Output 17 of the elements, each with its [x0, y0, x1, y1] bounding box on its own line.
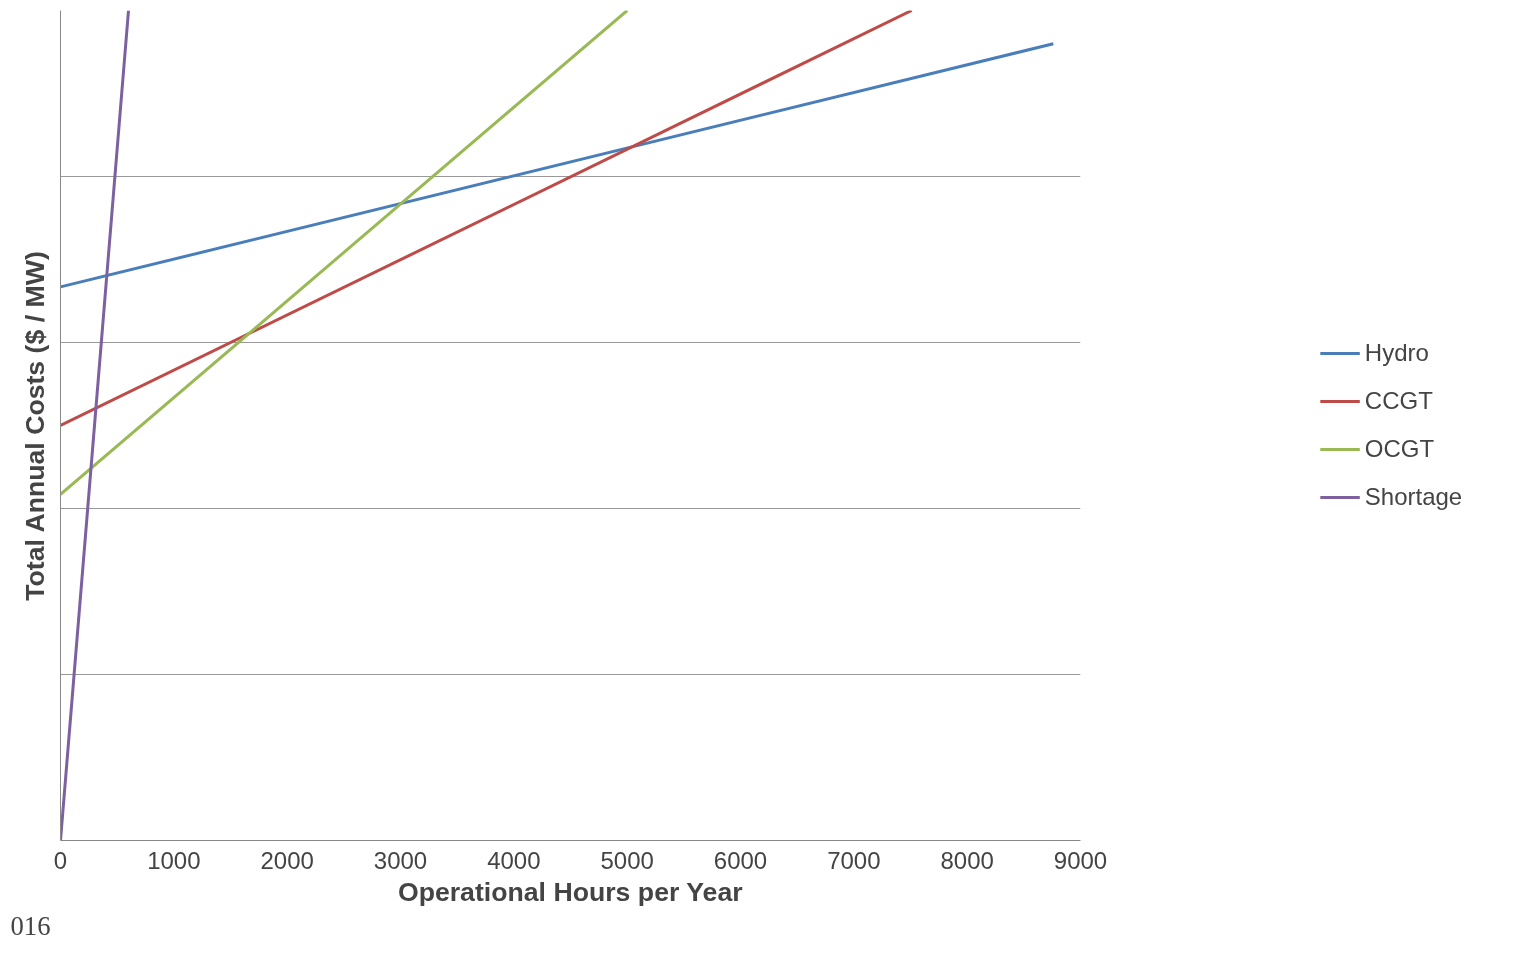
legend-label: OCGT	[1364, 435, 1435, 463]
y-axis-title: Total Annual Costs ($ / MW)	[19, 251, 50, 601]
x-tick-label: 0	[53, 846, 68, 874]
x-axis-title: Operational Hours per Year	[397, 876, 743, 907]
legend-label: CCGT	[1364, 387, 1433, 415]
x-tick-label: 2000	[260, 846, 314, 874]
x-tick-label: 7000	[827, 846, 881, 874]
x-tick-label: 5000	[600, 846, 654, 874]
x-tick-label: 4000	[487, 846, 541, 874]
legend-label: Shortage	[1364, 483, 1463, 511]
x-tick-label: 8000	[940, 846, 994, 874]
x-tick-label: 9000	[1053, 846, 1108, 874]
legend-label: Hydro	[1364, 339, 1429, 367]
x-tick-label: 3000	[373, 846, 428, 874]
x-tick-label: 1000	[147, 846, 201, 874]
x-tick-label: 6000	[713, 846, 768, 874]
text: 016	[10, 910, 51, 941]
